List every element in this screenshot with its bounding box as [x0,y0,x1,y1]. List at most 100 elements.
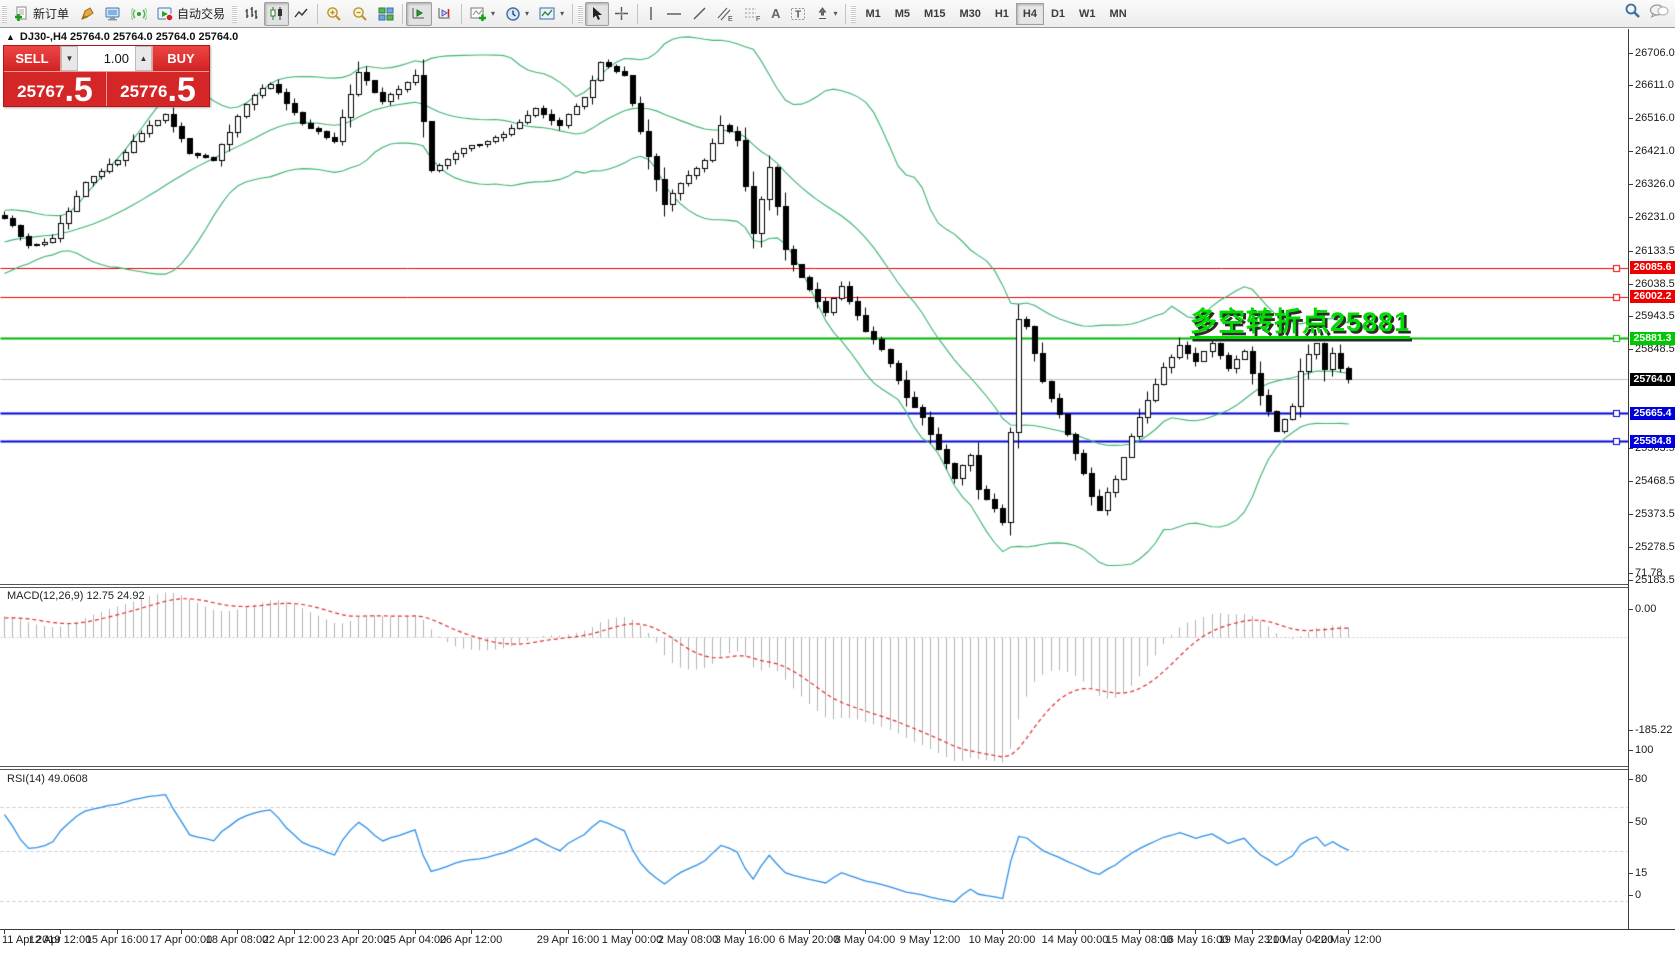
equidistant-channel-tool[interactable]: E [712,2,739,26]
time-axis[interactable]: 11 Apr 2019 12 Apr 12:00 15 Apr 16:00 17 Ap… [0,929,1675,953]
time-label: 16 May 16:00 [1161,934,1229,946]
macd-indicator-label: MACD(12,26,9) 12.75 24.92 [7,590,145,602]
time-tick [358,930,359,934]
arrows-icon [816,6,829,21]
new-order-icon [14,6,30,22]
zoom-in-button[interactable] [321,2,347,26]
time-label: 14 May 00:00 [1041,934,1109,946]
chart-shift-button[interactable] [432,2,458,26]
time-label: 15 Apr 16:00 [85,934,149,946]
price-chart-canvas[interactable] [0,28,1628,584]
time-tick [1300,930,1301,934]
time-label: 29 Apr 16:00 [536,934,600,946]
tf-m1[interactable]: M1 [865,7,881,20]
time-label: 9 May 12:00 [899,934,961,946]
cursor-icon [590,6,604,21]
volume-increase-button[interactable]: ▲ [135,46,152,71]
bid-price-badge: 25764.0 [1630,372,1675,386]
time-label: 18 Apr 08:00 [205,934,269,946]
collapse-arrow-icon[interactable]: ▲ [6,32,15,42]
panel-separator[interactable] [0,584,1675,588]
macd-axis-label: 0.00 [1629,603,1656,616]
autoscroll-button[interactable] [406,1,433,26]
chart-annotation-text[interactable]: 多空转折点25881 [1190,307,1411,337]
tf-m5[interactable]: M5 [894,7,911,20]
time-tick [930,930,931,934]
price-axis[interactable]: 26706.0 26611.0 26516.0 26421.0 26326.0 26231… [1628,28,1675,929]
chart-window: ▲ DJ30-,H4 25764.0 25764.0 25764.0 25764… [0,28,1675,953]
indicators-button[interactable]: ▾ [465,2,500,26]
toolbar-grip[interactable] [851,4,857,23]
sell-button[interactable]: SELL [4,46,61,71]
styler-icon [79,6,95,22]
tf-mn[interactable]: MN [1109,7,1127,20]
text-label-tool[interactable]: T [785,2,811,26]
text-tool[interactable]: A [766,2,785,26]
toolbar-grip[interactable] [578,4,584,23]
bar-chart-button[interactable] [239,2,264,26]
autotrade-label: 自动交易 [177,7,226,21]
rsi-axis-label: 100 [1629,744,1653,757]
new-order-button[interactable]: 新订单 [9,2,74,26]
time-tick [60,930,61,934]
volume-decrease-button[interactable]: ▼ [61,46,78,71]
zoom-out-button[interactable] [347,2,373,26]
tile-windows-button[interactable] [373,2,399,26]
macd-panel-canvas[interactable] [0,587,1628,766]
tf-h1[interactable]: H1 [994,7,1009,20]
terminal-button[interactable] [100,2,126,26]
time-tick [568,930,569,934]
tf-m15[interactable]: M15 [924,7,946,20]
price-tick: 26133.5 [1629,245,1675,258]
volume-input[interactable]: 1.00 [78,46,135,71]
cursor-button[interactable] [585,1,610,26]
svg-text:E: E [728,16,733,22]
vertical-line-tool[interactable] [641,2,661,26]
time-tick [1002,930,1003,934]
sell-price[interactable]: 25767.5 [4,72,107,107]
autotrade-button[interactable]: 自动交易 [152,2,230,26]
text-label-icon: T [790,6,806,22]
tf-m30[interactable]: M30 [959,7,981,20]
dropdown-arrow-icon: ▾ [491,9,496,18]
tf-w1[interactable]: W1 [1079,7,1096,20]
periods-button[interactable]: ▾ [500,2,534,26]
symbol-ohlc-text: DJ30-,H4 25764.0 25764.0 25764.0 25764.0 [19,31,239,43]
time-label: 1 May 00:00 [601,934,663,946]
arrows-tool[interactable]: ▾ [811,2,842,26]
toolbar-grip[interactable] [232,4,238,23]
panel-separator[interactable] [0,766,1675,770]
trendline-tool[interactable] [687,2,712,26]
chat-icon[interactable] [1649,3,1669,22]
styler-button[interactable] [74,2,100,26]
time-tick [632,930,633,934]
search-icon[interactable] [1624,2,1641,22]
toolbar-grip[interactable] [2,4,7,23]
crosshair-button[interactable] [609,2,634,26]
buy-price[interactable]: 25776.5 [107,72,209,107]
tf-d1[interactable]: D1 [1050,7,1066,20]
terminal-icon [105,6,121,22]
autotrade-icon [157,6,174,22]
line-chart-button[interactable] [289,2,314,26]
rsi-axis-label: 80 [1629,773,1647,786]
price-tick: 26706.0 [1629,47,1675,60]
price-tick: 26516.0 [1629,112,1675,125]
time-tick [1075,930,1076,934]
templates-button[interactable]: ▾ [534,2,569,26]
candlestick-chart-button[interactable] [264,1,290,26]
time-tick [688,930,689,934]
tf-h4[interactable]: H4 [1015,2,1044,25]
fibonacci-tool[interactable]: F [739,2,766,26]
level-price-badge: 25584.8 [1630,434,1675,448]
trendline-icon [692,6,707,21]
time-label: 25 Apr 04:00 [383,934,447,946]
one-click-trade-panel: SELL ▼ 1.00 ▲ BUY 25767.5 25776.5 [3,45,210,107]
buy-button[interactable]: BUY [152,46,209,71]
time-tick [809,930,810,934]
time-label: 19 May 23:00 [1218,934,1286,946]
rsi-panel-canvas[interactable] [0,770,1628,929]
time-tick [117,930,118,934]
horizontal-line-tool[interactable] [661,2,687,26]
signal-button[interactable] [126,2,152,26]
